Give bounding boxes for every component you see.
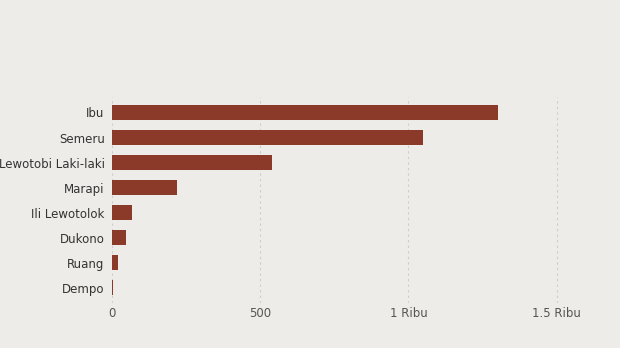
Bar [112,155,272,170]
Bar [112,280,113,295]
Bar [112,205,133,220]
Bar [112,105,497,120]
Bar [112,255,118,270]
Bar [112,230,126,245]
Bar [112,130,423,145]
Bar [112,180,177,195]
